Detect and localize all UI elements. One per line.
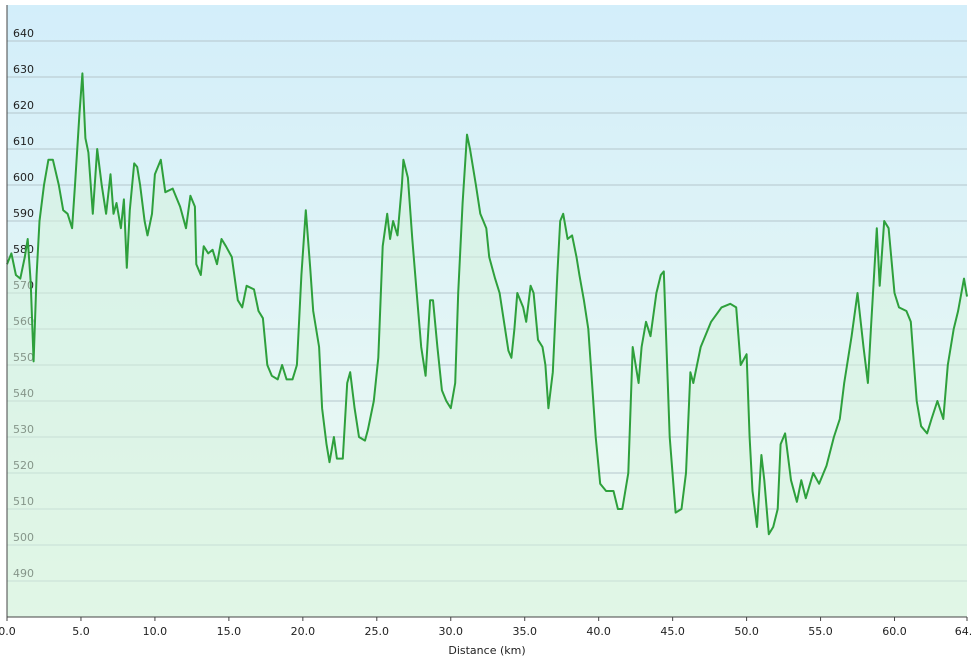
x-tick-label: 30.0 [439,625,464,638]
x-tick-label: 10.0 [143,625,168,638]
x-axis-label: Distance (km) [448,644,525,657]
y-tick-label: 610 [13,135,34,148]
x-tick-label: 64.9 [955,625,971,638]
x-tick-label: 5.0 [72,625,90,638]
area-fill [7,73,967,617]
x-tick-label: 50.0 [734,625,759,638]
y-tick-label: 580 [13,243,34,256]
y-tick-label: 600 [13,171,34,184]
x-tick-label: 0.0 [0,625,16,638]
y-tick-label: 590 [13,207,34,220]
x-tick-label: 25.0 [365,625,390,638]
x-tick-label: 45.0 [660,625,685,638]
elevation-line [6,72,968,536]
x-tick-label: 40.0 [586,625,611,638]
x-tick-label: 60.0 [882,625,907,638]
x-tick-label: 20.0 [291,625,316,638]
y-tick-label: 620 [13,99,34,112]
y-tick-label: 640 [13,27,34,40]
x-tick-label: 35.0 [512,625,537,638]
x-tick-label: 15.0 [217,625,242,638]
x-tick-label: 55.0 [808,625,833,638]
y-tick-label: 630 [13,63,34,76]
